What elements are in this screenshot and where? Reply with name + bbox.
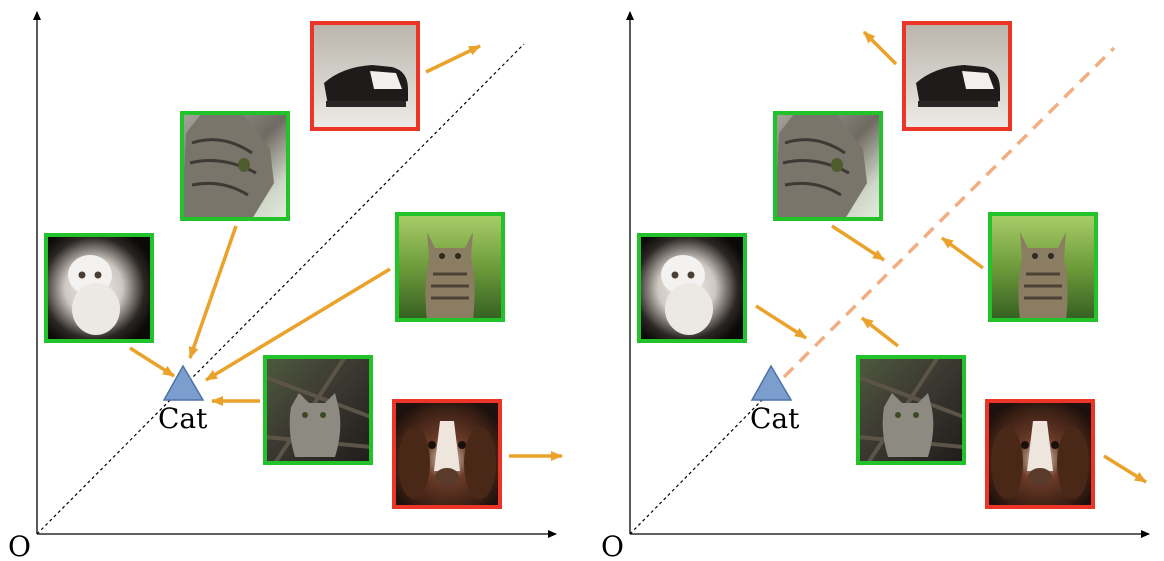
arrow-persian-to-boundary xyxy=(755,304,807,340)
left-origin-label: O xyxy=(8,530,31,561)
grass-cat-image-card-right xyxy=(988,212,1098,322)
right-margin-boundary xyxy=(782,46,1116,379)
arrow-shoe-away xyxy=(425,44,481,74)
left-cat-anchor-triangle xyxy=(162,364,205,401)
arrow-persian-to-anchor xyxy=(129,346,175,378)
arrow-dog-away-right xyxy=(1103,454,1147,484)
right-cat-anchor-label: Cat xyxy=(750,402,800,435)
branch-cat-image-card-right xyxy=(856,355,966,465)
left-decision-boundary xyxy=(36,43,525,535)
right-panel: O Cat xyxy=(601,11,1150,561)
persian-cat-image-card xyxy=(44,233,154,343)
shoe-image-card-right xyxy=(902,21,1012,131)
right-inner-boundary xyxy=(629,395,767,535)
persian-cat-image-card-right xyxy=(637,233,747,343)
arrow-tabby-to-anchor xyxy=(188,225,238,359)
arrow-tabby-to-boundary xyxy=(831,224,885,262)
left-panel: O Cat xyxy=(8,11,563,561)
dog-image-card xyxy=(392,399,502,509)
shoe-image-card xyxy=(310,21,420,131)
right-origin-label: O xyxy=(601,530,624,561)
arrow-grass-to-anchor xyxy=(205,267,391,382)
dog-image-card-right xyxy=(985,399,1095,509)
left-cat-anchor-label: Cat xyxy=(158,402,208,435)
grass-cat-image-card xyxy=(395,212,505,322)
arrow-grass-to-boundary xyxy=(940,236,985,270)
arrow-shoe-away-right xyxy=(862,30,898,66)
arrow-branch-to-boundary xyxy=(860,316,900,348)
tabby-cat-image-card xyxy=(180,111,290,221)
right-cat-anchor-triangle xyxy=(750,364,793,401)
branch-cat-image-card xyxy=(263,355,373,465)
tabby-cat-image-card-right xyxy=(773,111,883,221)
